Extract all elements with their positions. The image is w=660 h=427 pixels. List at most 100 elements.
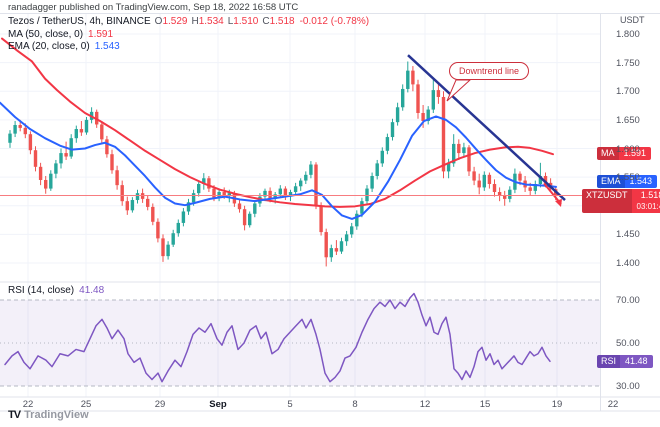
rsi-legend-row[interactable]: RSI (14, close) 41.48 [8, 285, 104, 296]
symbol-legend-row[interactable]: Tezos / TetherUS, 4h, BINANCE O1.529 H1.53… [8, 16, 369, 29]
rsi-value-badge: RSI 41.48 [597, 354, 653, 368]
rsi-indicator-name: RSI (14, close) [8, 285, 75, 296]
candle-body [482, 174, 486, 188]
time-tick-label: 22 [607, 399, 619, 410]
candle-body [528, 187, 532, 191]
last-price-badge: XTZUSDT 1.51803:01:48 [582, 189, 660, 214]
rsi-tick-label: 50.00 [616, 338, 640, 349]
ema20-line[interactable] [0, 101, 557, 220]
candle-body [431, 90, 435, 110]
price-tick-label: 1.700 [616, 86, 640, 98]
candle-body [395, 107, 400, 123]
candle-body [100, 124, 104, 140]
price-tick-label: 1.550 [616, 172, 640, 184]
downtrend-line-callout[interactable]: Downtrend line [449, 62, 530, 80]
candle-body [365, 188, 369, 202]
candle-body [222, 192, 226, 196]
candle-body [253, 203, 257, 214]
candle-body [421, 113, 425, 122]
candle-body [130, 200, 135, 211]
rsi-tick-label: 70.00 [616, 295, 640, 306]
ma50-line[interactable] [1, 37, 554, 208]
candle-body [487, 174, 492, 184]
candle-body [503, 195, 507, 199]
candle-body [446, 163, 451, 172]
candle-body [74, 129, 78, 139]
candle-body [339, 241, 344, 252]
price-tick-label: 1.750 [616, 57, 640, 69]
candle-body [263, 190, 267, 197]
candle-body [115, 170, 119, 186]
price-tick-label: 1.600 [616, 143, 640, 155]
ema-legend-row[interactable]: EMA (20, close, 0) 1.543 [8, 41, 369, 54]
candle-body [477, 180, 481, 188]
candle-body [334, 248, 339, 252]
candle-body [416, 84, 420, 114]
ema-price-badge: EMA 1.543 [597, 174, 658, 188]
candle-body [401, 88, 405, 108]
ema-indicator-value: 1.543 [94, 41, 120, 52]
candle-body [426, 109, 430, 122]
ohlc-low-value: 1.510 [233, 16, 259, 27]
ma-legend-row[interactable]: MA (50, close, 0) 1.591 [8, 29, 369, 42]
candle-body [462, 147, 466, 154]
candle-body [452, 143, 456, 164]
candle-body [13, 125, 17, 134]
candle-body [533, 183, 537, 191]
candle-body [411, 70, 415, 85]
last-price-value: 1.518 [640, 190, 660, 201]
price-tick-label: 1.650 [616, 114, 640, 126]
candle-body [293, 186, 298, 193]
candle-body [186, 202, 191, 212]
time-tick-label: 29 [154, 399, 166, 410]
candle-body [309, 164, 313, 175]
time-tick-label: Sep [209, 399, 227, 410]
ma-price-badge: MA 1.591 [597, 147, 652, 161]
ma-indicator-value: 1.591 [88, 28, 114, 40]
candle-body [176, 222, 180, 234]
candle-body [324, 232, 328, 258]
rsi-line[interactable] [4, 292, 551, 383]
time-tick-label: 19 [551, 399, 563, 410]
price-axis-currency-label: USDT [620, 15, 645, 25]
candle-body [135, 193, 140, 201]
candle-body [156, 221, 160, 239]
candle-body [105, 139, 109, 155]
candle-body [79, 129, 84, 133]
candle-body [299, 180, 303, 187]
candle-body [171, 233, 175, 245]
candle-body [217, 192, 221, 198]
rejection-arrow-head [555, 199, 562, 208]
candle-body [380, 150, 384, 164]
candle-body [457, 143, 461, 154]
downtrend-line[interactable] [407, 54, 566, 201]
time-tick-label: 15 [479, 399, 491, 410]
candle-body [472, 171, 476, 181]
time-tick-label: 25 [80, 399, 92, 410]
candle-body [146, 198, 150, 207]
candle-body [69, 138, 73, 157]
candle-body [18, 125, 22, 128]
candle-body [28, 134, 33, 151]
candle-body [497, 192, 502, 196]
candle-body [212, 188, 216, 198]
tradingview-logo[interactable]: TV TradingView [8, 409, 89, 421]
price-tick-label: 1.800 [616, 29, 640, 40]
candle-body [151, 206, 155, 222]
candle-body [207, 178, 211, 189]
candle-body [8, 133, 12, 143]
candle-body [406, 70, 410, 89]
candle-body [273, 194, 277, 199]
candle-body [44, 179, 48, 189]
candle-body [283, 188, 288, 197]
candle-body [237, 203, 242, 210]
ohlc-close-value: 1.518 [269, 16, 295, 27]
time-tick-label: 22 [22, 399, 34, 410]
candle-body [64, 153, 68, 157]
price-tick-label: 1.450 [616, 229, 640, 241]
candle-body [242, 209, 247, 226]
candle-body [314, 164, 318, 206]
candle-body [385, 137, 390, 151]
